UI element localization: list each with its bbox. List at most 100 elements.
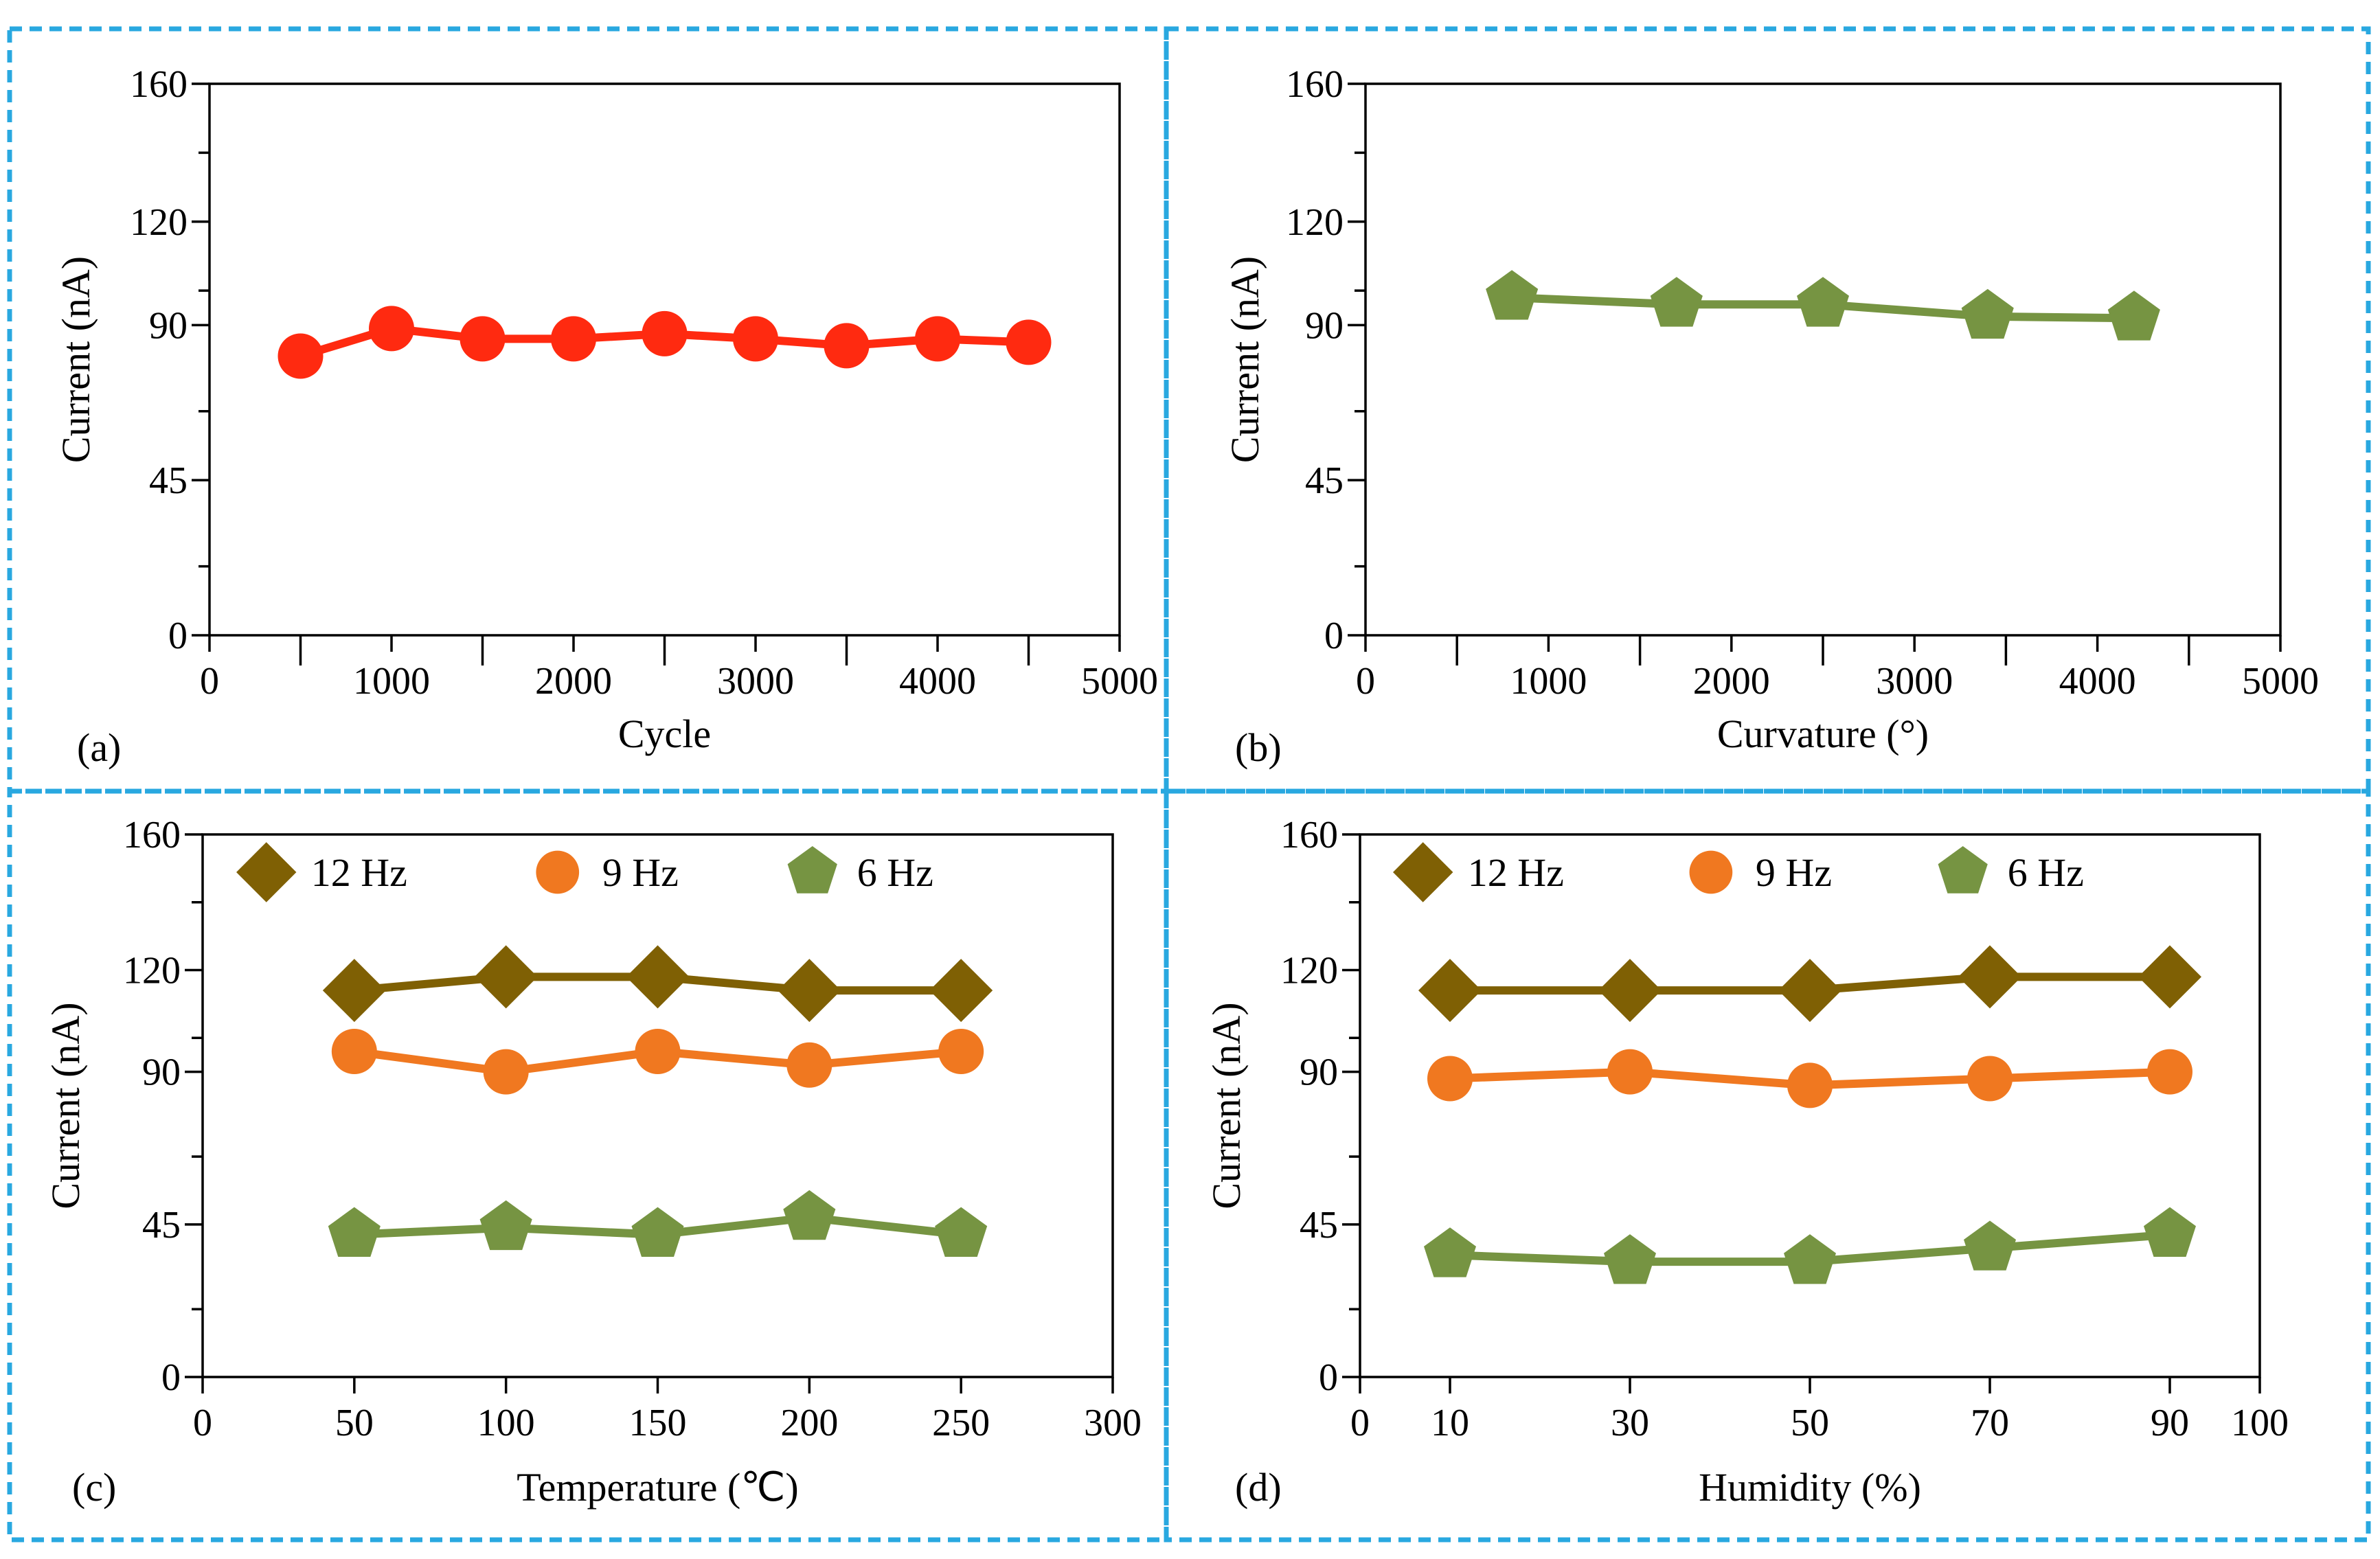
legend-marker [536,850,580,894]
data-point [551,316,596,362]
series-b [1486,270,2160,341]
data-point [474,945,538,1009]
legend-label: 12 Hz [1468,850,1564,895]
data-point [1778,959,1841,1023]
panel-frame-d [1164,788,2371,1543]
data-point [1006,319,1052,365]
series-12-hz [322,945,993,1023]
data-point [631,1207,684,1257]
x-tick-label: 100 [477,1402,535,1444]
y-tick-label: 45 [142,1204,181,1247]
x-tick-label: 30 [1611,1402,1649,1444]
data-point [915,316,960,362]
x-tick-label: 50 [335,1402,374,1444]
data-point [1964,1220,2016,1271]
y-axis-title: Current (nA) [1204,1002,1249,1209]
data-point [479,1200,532,1251]
y-axis-title: Current (nA) [1223,256,1267,463]
data-point [331,1029,377,1074]
data-point [1967,1056,2013,1102]
y-tick-label: 90 [1300,1051,1338,1094]
y-tick-label: 0 [161,1356,181,1399]
x-tick-label: 10 [1431,1402,1469,1444]
legend-marker [1393,842,1453,902]
data-point [322,959,386,1023]
y-tick-label: 45 [149,459,188,502]
x-axis-d: 0 10 30 50 70 90 100 [1350,1377,2289,1444]
y-axis-title: Current (nA) [54,256,98,463]
x-tick-label: 300 [1084,1402,1142,1444]
data-point [626,945,690,1009]
x-tick-label: 1000 [1510,660,1587,703]
y-tick-label: 90 [1305,304,1344,347]
panel-frame-b [1164,26,2371,794]
legend-marker [236,842,297,902]
data-point [483,1049,529,1095]
chart-c: 0 45 90 120 160 0 50 100 150 200 250 300 Temperature… [43,814,1142,1510]
y-axis-c: 0 45 90 120 160 [123,814,203,1399]
y-axis-b: 0 45 90 120 160 [1286,63,1365,657]
data-point [1598,959,1662,1023]
y-tick-label: 0 [1319,1356,1338,1399]
legend-label: 9 Hz [602,850,679,895]
x-tick-label: 3000 [717,660,794,703]
data-point [2144,1207,2196,1257]
data-point [2138,945,2201,1009]
legend-label: 6 Hz [857,850,933,895]
series-a [277,306,1052,379]
data-point [369,306,414,352]
data-point [1961,288,2014,339]
y-axis-title: Current (nA) [43,1002,88,1209]
x-axis-title: Humidity (%) [1699,1465,1921,1510]
panel-label: (d) [1235,1465,1282,1510]
x-tick-label: 4000 [899,660,976,703]
panel-label: (c) [72,1465,116,1510]
x-tick-label: 100 [2231,1402,2289,1444]
y-tick-label: 0 [1324,615,1344,657]
data-point [783,1190,836,1240]
data-point [1784,1234,1836,1284]
data-point [1797,277,1849,327]
series-9-hz [331,1029,984,1095]
data-point [460,316,506,362]
x-axis-title: Cycle [618,712,711,756]
legend-marker [1689,850,1733,894]
y-tick-label: 45 [1300,1204,1338,1247]
x-tick-label: 90 [2151,1402,2189,1444]
data-point [328,1207,381,1257]
series-6-hz [1424,1207,2196,1284]
x-tick-label: 200 [780,1402,838,1444]
legend-d: 12 Hz 9 Hz 6 Hz [1393,842,2084,902]
x-tick-label: 0 [193,1402,212,1444]
y-axis-a: 0 45 90 120 160 [130,63,209,657]
data-point [1604,1234,1656,1284]
y-tick-label: 160 [123,814,181,856]
data-point [824,323,870,369]
x-tick-label: 3000 [1876,660,1953,703]
y-tick-label: 45 [1305,459,1344,502]
y-tick-label: 90 [149,304,188,347]
x-tick-label: 50 [1791,1402,1829,1444]
data-point [733,316,778,362]
data-point [642,310,688,356]
data-point [1486,270,1539,320]
x-axis-title: Temperature (℃) [517,1465,798,1510]
series-9-hz [1427,1049,2192,1108]
x-tick-label: 4000 [2059,660,2136,703]
data-point [938,1029,984,1074]
chart-b: 0 45 90 120 160 0 1000 2000 3000 4000 5000 Curvatur… [1223,63,2319,770]
data-point [1427,1056,1473,1102]
y-tick-label: 120 [1286,201,1344,244]
x-axis-c: 0 50 100 150 200 250 300 [193,1377,1142,1444]
y-axis-d: 0 45 90 120 160 [1280,814,1360,1399]
x-axis-b: 0 1000 2000 3000 4000 5000 [1356,635,2319,703]
data-point [1958,945,2021,1009]
data-point [1787,1062,1833,1108]
panel-label: (a) [77,725,121,770]
x-tick-label: 0 [1356,660,1375,703]
x-axis-a: 0 1000 2000 3000 4000 5000 [200,635,1158,703]
x-tick-label: 250 [932,1402,990,1444]
x-tick-label: 5000 [1081,660,1158,703]
panel-frames [7,26,2371,1543]
